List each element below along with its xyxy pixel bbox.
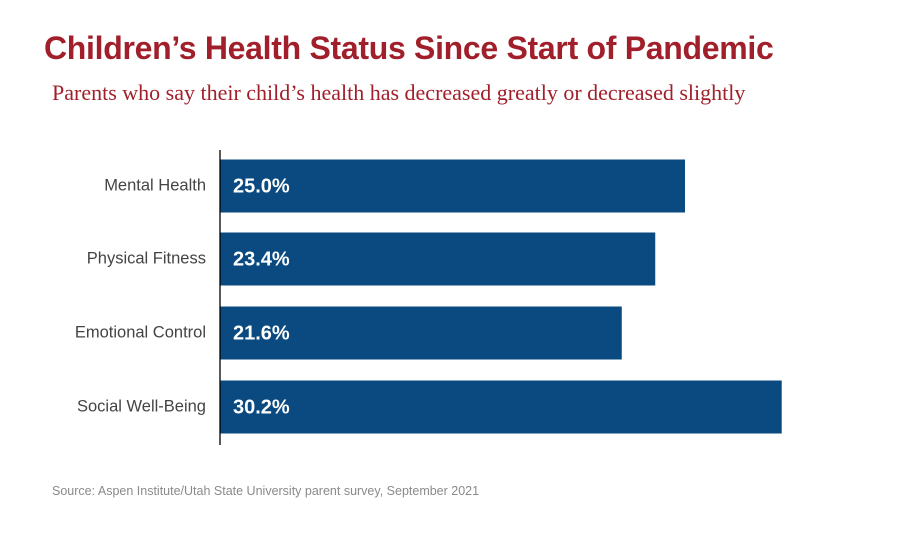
bar-emotional-control	[220, 306, 622, 360]
chart-title: Children’s Health Status Since Start of …	[44, 30, 774, 66]
category-label-mental-health: Mental Health	[104, 176, 206, 194]
category-label-emotional-control: Emotional Control	[75, 323, 206, 341]
bars-group: Mental Health 25.0% Physical Fitness 23.4% E…	[75, 159, 782, 434]
bar-mental-health	[220, 159, 685, 213]
category-label-social-well-being: Social Well-Being	[77, 397, 206, 415]
chart-subtitle: Parents who say their child’s health has…	[52, 80, 746, 105]
value-label-social-well-being: 30.2%	[233, 396, 290, 418]
value-label-physical-fitness: 23.4%	[233, 248, 290, 270]
value-label-emotional-control: 21.6%	[233, 322, 290, 344]
chart-source: Source: Aspen Institute/Utah State Unive…	[52, 484, 480, 498]
bar-physical-fitness	[220, 232, 656, 286]
value-label-mental-health: 25.0%	[233, 175, 290, 197]
bar-social-well-being	[220, 380, 782, 434]
category-label-physical-fitness: Physical Fitness	[87, 249, 206, 267]
